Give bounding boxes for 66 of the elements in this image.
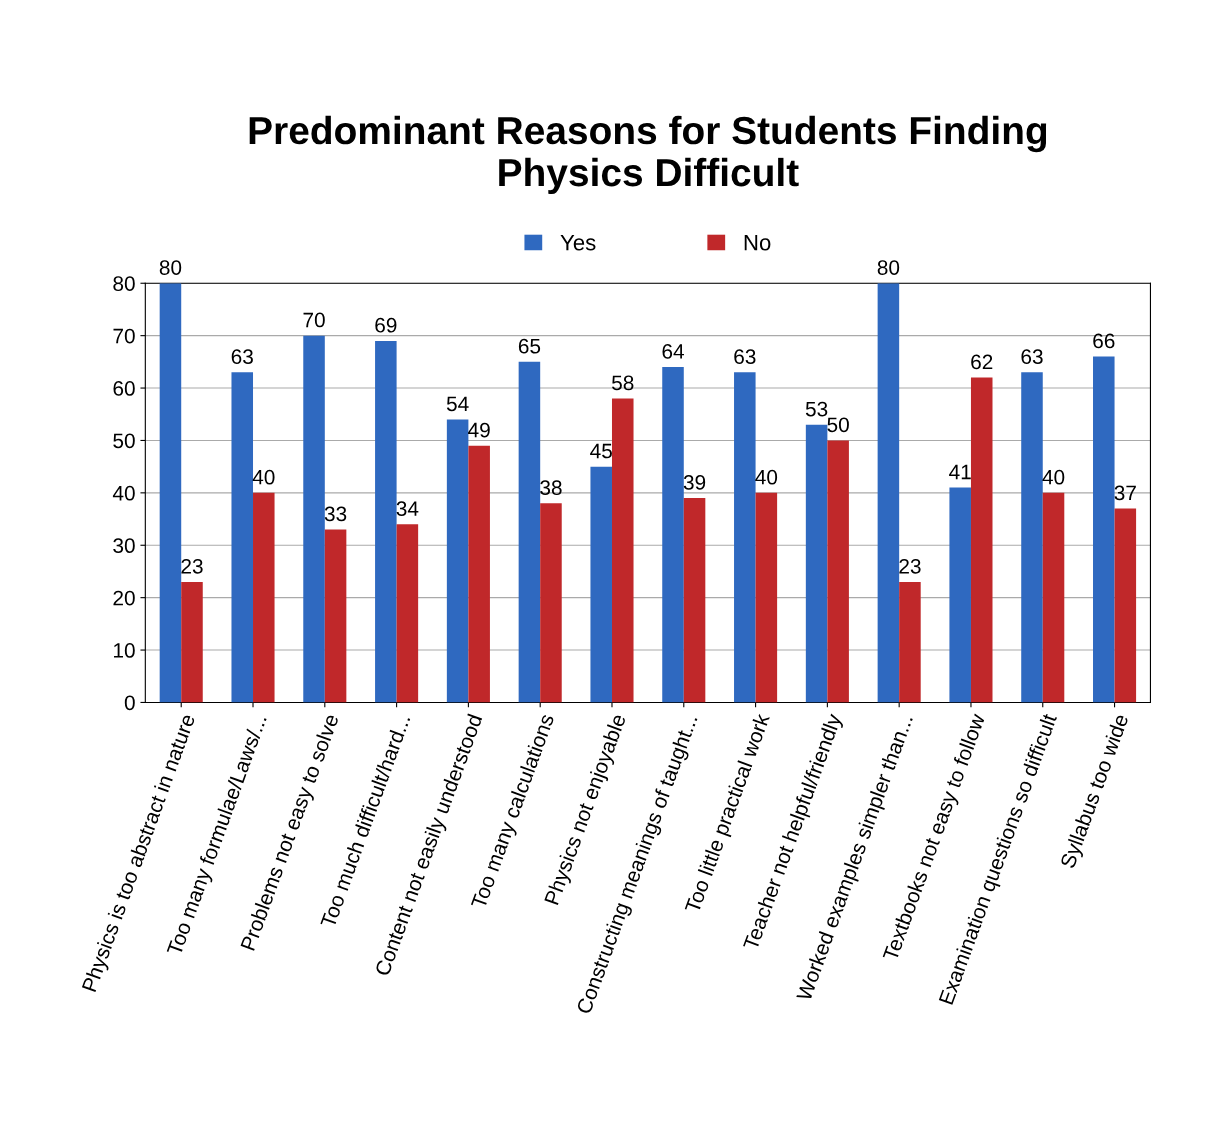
data-label: 64 [662, 344, 684, 359]
bar [159, 283, 182, 703]
data-label: 65 [518, 338, 541, 354]
data-label: 49 [468, 422, 490, 438]
data-label: 66 [1093, 333, 1115, 349]
y-tick-label: 50 [113, 433, 135, 449]
bar [518, 361, 541, 703]
data-label: 37 [1114, 485, 1136, 501]
data-label: 69 [375, 317, 397, 333]
bar [303, 335, 325, 703]
data-label: 40 [755, 469, 778, 485]
bar [755, 492, 778, 703]
bar [324, 529, 347, 703]
data-label: 23 [899, 558, 921, 574]
bar [540, 503, 562, 703]
data-label: 63 [1021, 349, 1043, 365]
data-label: 39 [683, 475, 706, 490]
data-label: 33 [324, 506, 347, 522]
bar [611, 398, 634, 703]
data-label: 62 [971, 354, 993, 370]
data-label: 34 [396, 501, 419, 517]
bar [949, 487, 971, 703]
data-label: 41 [949, 464, 971, 480]
y-tick-label: 70 [113, 328, 135, 344]
bar [1093, 356, 1115, 703]
data-label: 80 [159, 260, 182, 275]
data-label: 23 [181, 558, 203, 574]
data-label: 38 [540, 480, 562, 496]
data-label: 70 [303, 312, 325, 328]
y-tick-label: 20 [113, 590, 135, 606]
y-tick-label: 0 [124, 695, 135, 711]
bar [877, 283, 900, 703]
bar [181, 581, 203, 703]
bar [1042, 492, 1065, 703]
bar [899, 581, 921, 703]
bar [734, 372, 756, 703]
data-label: 45 [590, 443, 612, 459]
data-label: 63 [734, 349, 756, 365]
y-tick-label: 60 [113, 381, 135, 396]
bar [683, 498, 706, 703]
y-tick-label: 30 [113, 538, 135, 554]
y-tick-label: 10 [114, 643, 135, 658]
bar [468, 445, 490, 703]
bar [805, 424, 828, 703]
legend-label: No [744, 234, 771, 251]
data-label: 53 [805, 401, 828, 417]
data-label: 80 [877, 260, 900, 275]
data-label: 58 [612, 375, 634, 391]
data-label: 50 [827, 417, 849, 433]
bar [253, 492, 275, 703]
bar [1021, 372, 1043, 703]
bar [590, 466, 612, 703]
chart-title: Predominant Reasons for Students Finding Physics Difficult [249, 115, 1047, 195]
bar [662, 367, 684, 703]
bar [396, 524, 419, 703]
bar [827, 440, 849, 703]
y-tick-label: 80 [113, 276, 135, 291]
bar [231, 372, 254, 703]
bar [1114, 508, 1137, 703]
legend-label: Yes [560, 234, 596, 251]
bar [446, 419, 469, 703]
y-tick-label: 40 [112, 485, 135, 501]
data-label: 63 [231, 349, 253, 365]
data-label: 54 [446, 396, 469, 412]
bar [375, 340, 397, 703]
bar [970, 377, 993, 703]
